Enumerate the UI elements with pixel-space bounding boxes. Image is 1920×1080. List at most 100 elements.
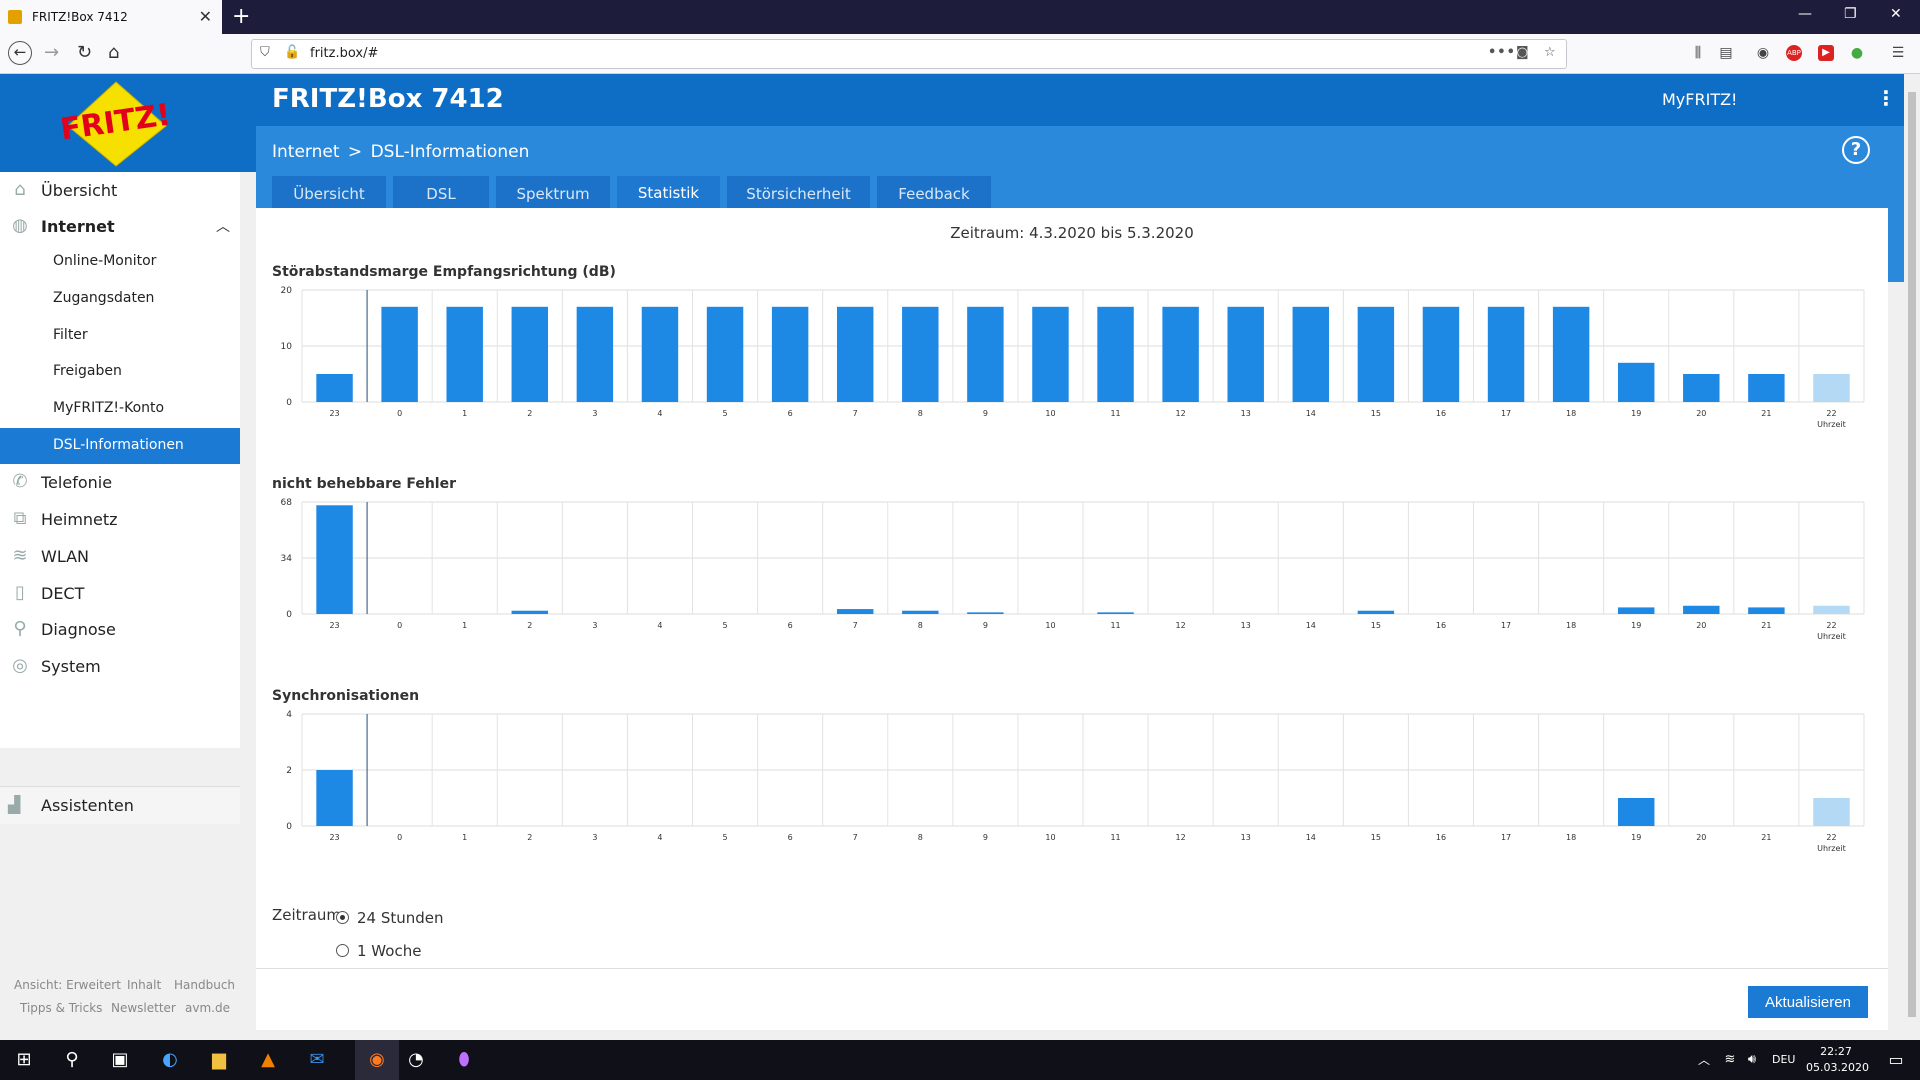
bar-13[interactable] bbox=[1227, 306, 1264, 402]
bar-20[interactable] bbox=[1683, 374, 1720, 402]
sidebar-item-assistants[interactable]: ▟ Assistenten bbox=[0, 786, 240, 824]
sidebar-item-telephony[interactable]: ✆ Telefonie bbox=[0, 464, 240, 500]
bar-16[interactable] bbox=[1422, 306, 1460, 402]
footer-link-contents[interactable]: Inhalt bbox=[127, 978, 162, 992]
thunderbird-icon[interactable]: ◐ bbox=[162, 1049, 178, 1070]
forward-icon[interactable]: → bbox=[44, 42, 60, 63]
sidebar-subitem-online-monitor[interactable]: Online-Monitor bbox=[0, 244, 240, 280]
bar-20[interactable] bbox=[1683, 605, 1720, 614]
bar-23[interactable] bbox=[316, 374, 353, 402]
minimize-icon[interactable]: — bbox=[1798, 6, 1812, 22]
language-indicator[interactable]: DEU bbox=[1772, 1053, 1796, 1066]
clock-app-icon[interactable]: ◔ bbox=[408, 1049, 424, 1070]
bar-17[interactable] bbox=[1487, 306, 1525, 402]
extension-badge-icon[interactable]: ● bbox=[1850, 45, 1864, 61]
tab-spectrum[interactable]: Spektrum bbox=[496, 176, 610, 212]
address-bar[interactable]: ⛉ 🔓 fritz.box/# ••• ◙ ☆ bbox=[251, 39, 1567, 69]
sidebar-item-system[interactable]: ◎ System bbox=[0, 648, 240, 684]
fritz-logo[interactable]: FRITZ! bbox=[62, 80, 170, 168]
back-icon[interactable]: ← bbox=[8, 41, 32, 65]
sidebar-item-wlan[interactable]: ≋ WLAN bbox=[0, 538, 240, 574]
menu-icon[interactable]: ☰ bbox=[1891, 45, 1905, 61]
tab-feedback[interactable]: Feedback bbox=[877, 176, 991, 212]
bar-7[interactable] bbox=[836, 609, 874, 614]
radio-1week[interactable] bbox=[336, 944, 349, 957]
url-text[interactable]: fritz.box/# bbox=[310, 46, 379, 61]
bar-7[interactable] bbox=[836, 306, 874, 402]
bar-2[interactable] bbox=[511, 610, 549, 614]
adblock-icon[interactable]: ABP bbox=[1786, 45, 1802, 61]
maps-icon[interactable]: ⬮ bbox=[458, 1049, 470, 1070]
wifi-tray-icon[interactable]: ≋ bbox=[1724, 1052, 1736, 1067]
extension-icon[interactable]: ▶ bbox=[1818, 45, 1834, 61]
footer-link-avm[interactable]: avm.de bbox=[185, 1001, 230, 1015]
bar-4[interactable] bbox=[641, 306, 679, 402]
bar-15[interactable] bbox=[1357, 610, 1395, 614]
tab-interference[interactable]: Störsicherheit bbox=[727, 176, 870, 212]
restore-icon[interactable]: ❐ bbox=[1844, 6, 1857, 22]
sidebar-item-overview[interactable]: ⌂ Übersicht bbox=[0, 172, 240, 208]
bar-22[interactable] bbox=[1813, 798, 1850, 826]
footer-link-newsletter[interactable]: Newsletter bbox=[111, 1001, 176, 1015]
new-tab-button[interactable]: + bbox=[232, 4, 251, 29]
page-scrollbar[interactable] bbox=[1904, 74, 1920, 1040]
clock[interactable]: 22:27 05.03.2020 bbox=[1806, 1044, 1869, 1076]
search-icon[interactable]: ⚲ bbox=[65, 1049, 79, 1070]
bar-14[interactable] bbox=[1292, 306, 1330, 402]
bar-6[interactable] bbox=[771, 306, 809, 402]
shield-icon[interactable]: ⛉ bbox=[260, 45, 270, 60]
bar-22[interactable] bbox=[1813, 605, 1850, 614]
bar-8[interactable] bbox=[902, 610, 939, 614]
vlc-icon[interactable]: ▲ bbox=[261, 1049, 275, 1070]
volume-icon[interactable]: 🔊︎ bbox=[1747, 1052, 1757, 1067]
bar-9[interactable] bbox=[967, 612, 1004, 614]
browser-tab[interactable]: FRITZ!Box 7412 ✕ bbox=[0, 0, 222, 34]
bar-11[interactable] bbox=[1097, 612, 1134, 614]
bar-15[interactable] bbox=[1357, 306, 1395, 402]
bar-10[interactable] bbox=[1032, 306, 1069, 402]
mail-icon[interactable]: ✉ bbox=[309, 1049, 325, 1070]
window-close-icon[interactable]: ✕ bbox=[1890, 6, 1902, 22]
firefox-icon[interactable]: ◉ bbox=[355, 1040, 399, 1080]
footer-link-manual[interactable]: Handbuch bbox=[174, 978, 236, 992]
bar-19[interactable] bbox=[1617, 362, 1655, 402]
radio-24h[interactable] bbox=[336, 911, 349, 924]
close-tab-icon[interactable]: ✕ bbox=[198, 7, 212, 26]
home-icon[interactable]: ⌂ bbox=[108, 42, 120, 63]
bar-3[interactable] bbox=[576, 306, 614, 402]
myfritz-link[interactable]: MyFRITZ! bbox=[1662, 90, 1738, 109]
account-icon[interactable]: ◉ bbox=[1756, 45, 1770, 61]
help-icon[interactable]: ? bbox=[1842, 136, 1870, 164]
radio-24h-label[interactable]: 24 Stunden bbox=[357, 909, 444, 927]
task-view-icon[interactable]: ▣ bbox=[111, 1049, 129, 1070]
bar-18[interactable] bbox=[1552, 306, 1590, 402]
more-menu-icon[interactable]: ⋮ bbox=[1876, 86, 1896, 110]
sidebar-item-internet[interactable]: ◍ Internet ︿ bbox=[0, 208, 240, 244]
bar-19[interactable] bbox=[1617, 607, 1655, 614]
sidebar-item-diagnosis[interactable]: ⚲ Diagnose bbox=[0, 611, 240, 647]
library-icon[interactable]: ⫼ bbox=[1694, 45, 1702, 61]
tray-chevron-icon[interactable]: ︿ bbox=[1697, 1053, 1710, 1067]
footer-link-view[interactable]: Ansicht: Erweitert bbox=[14, 978, 121, 992]
sidebar-subitem-shares[interactable]: Freigaben bbox=[0, 354, 240, 390]
breadcrumb-parent[interactable]: Internet bbox=[272, 142, 340, 162]
windows-start-icon[interactable]: ⊞ bbox=[16, 1049, 32, 1070]
bar-23[interactable] bbox=[316, 505, 353, 614]
sidebar-subitem-myfritz-account[interactable]: MyFRITZ!-Konto bbox=[0, 391, 240, 427]
sidebar-subitem-dsl-info[interactable]: DSL-Informationen bbox=[0, 428, 240, 464]
scrollbar-thumb[interactable] bbox=[1908, 92, 1916, 1017]
tab-overview[interactable]: Übersicht bbox=[272, 176, 386, 212]
insecure-lock-icon[interactable]: 🔓 bbox=[284, 45, 301, 60]
chevron-up-icon[interactable]: ︿ bbox=[216, 219, 230, 235]
bar-21[interactable] bbox=[1748, 607, 1785, 614]
notifications-icon[interactable]: ▭ bbox=[1888, 1050, 1904, 1069]
sidebar-item-dect[interactable]: ▯ DECT bbox=[0, 575, 240, 611]
footer-link-tips[interactable]: Tipps & Tricks bbox=[20, 1001, 103, 1015]
sidebar-subitem-filter[interactable]: Filter bbox=[0, 318, 240, 354]
bar-9[interactable] bbox=[967, 306, 1004, 402]
sidebar-item-home-network[interactable]: ⧉ Heimnetz bbox=[0, 501, 240, 537]
file-explorer-icon[interactable]: ▆ bbox=[212, 1049, 226, 1070]
bookmark-star-icon[interactable]: ☆ bbox=[1544, 45, 1556, 60]
sidebar-toggle-icon[interactable]: ▤ bbox=[1719, 45, 1733, 61]
bar-0[interactable] bbox=[381, 306, 418, 402]
